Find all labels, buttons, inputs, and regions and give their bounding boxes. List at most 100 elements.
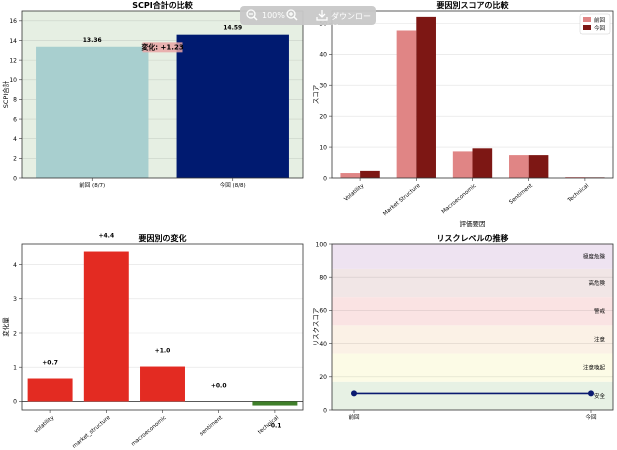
bar-value-label: +0.7 (42, 360, 58, 367)
x-tick-label: 今回 (585, 413, 597, 421)
risk-band (332, 268, 613, 298)
y-tick-label: 0 (323, 175, 327, 182)
legend-label: 今回 (594, 24, 606, 32)
risk-band-label: 安全 (594, 392, 606, 400)
y-tick-label: 10 (9, 77, 17, 84)
bar-previous (509, 155, 529, 178)
bar-current (416, 16, 436, 178)
bar-current (528, 155, 549, 178)
x-tick-label: 今回 (8/8) (220, 181, 246, 189)
download-button[interactable]: ダウンロード (331, 12, 371, 32)
bar (27, 378, 73, 402)
risk-point (588, 390, 594, 397)
y-tick-label: 100 (316, 241, 328, 248)
image-toolbar: 100% ダウンロード (240, 6, 376, 32)
risk-band (332, 381, 613, 410)
chart-title: 要因別スコアの比較 (437, 0, 510, 10)
chart-title: 要因別の変化 (139, 233, 187, 243)
y-tick-label: 2 (13, 156, 17, 163)
bar-value-label: +4.4 (98, 233, 114, 240)
y-tick-label: 4 (13, 262, 17, 269)
y-tick-label: 2 (13, 330, 17, 337)
risk-band (332, 325, 613, 354)
bar-current (472, 148, 493, 178)
bar-value-label: +1.0 (155, 348, 171, 355)
risk-band (332, 297, 613, 326)
y-tick-label: 60 (319, 308, 327, 315)
bar-previous (340, 173, 361, 178)
y-tick-label: 1 (13, 365, 17, 372)
change-annotation: 変化: +1.23 (141, 42, 184, 51)
x-tick-label: macroeconomic (130, 415, 167, 448)
x-tick-label: 前回 (348, 413, 360, 421)
risk-band-label: 極度危険 (583, 252, 606, 260)
x-axis-label: 評価要因 (460, 219, 486, 228)
y-tick-label: 0 (13, 399, 17, 406)
risk-band-label: 警戒 (594, 307, 606, 315)
bar (36, 46, 149, 179)
x-tick-label: Market Structure (382, 183, 422, 218)
bar-previous (452, 151, 473, 178)
bar (252, 401, 298, 406)
bar-value-label: +0.0 (211, 382, 227, 389)
risk-band-label: 注意 (594, 335, 606, 343)
y-axis-label: 変化量 (1, 317, 10, 337)
chart-title: SCPI合計の比較 (132, 0, 193, 10)
axes-frame-c2 (331, 10, 614, 179)
x-tick-label: market_structure (72, 415, 113, 450)
y-tick-label: 8 (13, 97, 17, 104)
bar-value-label: -0.1 (268, 422, 281, 429)
zoom-level: 100% (262, 11, 285, 20)
y-tick-label: 20 (319, 374, 327, 381)
y-tick-label: 3 (13, 296, 17, 303)
y-tick-label: 10 (319, 144, 327, 151)
zoom-out-icon[interactable] (246, 9, 258, 21)
y-tick-label: 30 (319, 83, 327, 90)
y-tick-label: 40 (319, 341, 327, 348)
y-tick-label: 80 (319, 275, 327, 282)
risk-point (351, 390, 357, 397)
y-tick-label: 14 (9, 38, 17, 45)
risk-band-label: 高危険 (588, 279, 605, 287)
y-tick-label: 20 (319, 113, 327, 120)
annotation-box (142, 42, 183, 53)
bar-value-label: 14.59 (223, 25, 242, 32)
y-axis-label: リスクスコア (312, 307, 320, 346)
risk-band (332, 244, 613, 269)
y-axis-label: SCPI合計 (1, 80, 10, 108)
download-icon[interactable] (316, 9, 328, 21)
bar-previous (396, 30, 417, 178)
x-tick-label: Technical (566, 183, 590, 205)
y-tick-label: 16 (9, 18, 17, 25)
axes-frame-c3 (21, 243, 304, 411)
x-tick-label: sentiment (199, 414, 225, 437)
y-tick-label: 0 (323, 407, 327, 414)
x-tick-label: Macroeconomic (441, 183, 478, 215)
y-tick-label: 12 (9, 57, 17, 64)
legend-swatch (583, 25, 591, 30)
legend-swatch (583, 17, 591, 22)
axes-frame-c4 (331, 243, 614, 411)
zoom-in-icon[interactable] (286, 9, 298, 21)
bar (140, 366, 185, 402)
y-tick-label: 40 (319, 52, 327, 59)
y-axis-label: スコア (312, 84, 320, 104)
y-tick-label: 6 (13, 116, 17, 123)
x-tick-label: Volatility (343, 182, 366, 202)
bar (176, 34, 289, 178)
x-tick-label: volatility (33, 414, 56, 434)
legend-label: 前回 (594, 16, 606, 24)
risk-band-label: 注意喚起 (583, 364, 606, 372)
x-tick-label: 前回 (8/7) (79, 181, 105, 189)
bar-current (360, 170, 380, 178)
axes-frame-c1 (21, 10, 304, 179)
bar-previous (565, 177, 585, 178)
x-tick-label: Sentiment (508, 182, 534, 205)
y-tick-label: 0 (13, 175, 17, 182)
risk-band (332, 353, 613, 382)
chart-title: リスクレベルの推移 (437, 233, 509, 243)
bar (83, 251, 129, 402)
bar-value-label: 13.36 (83, 37, 102, 44)
y-tick-label: 4 (13, 136, 17, 143)
